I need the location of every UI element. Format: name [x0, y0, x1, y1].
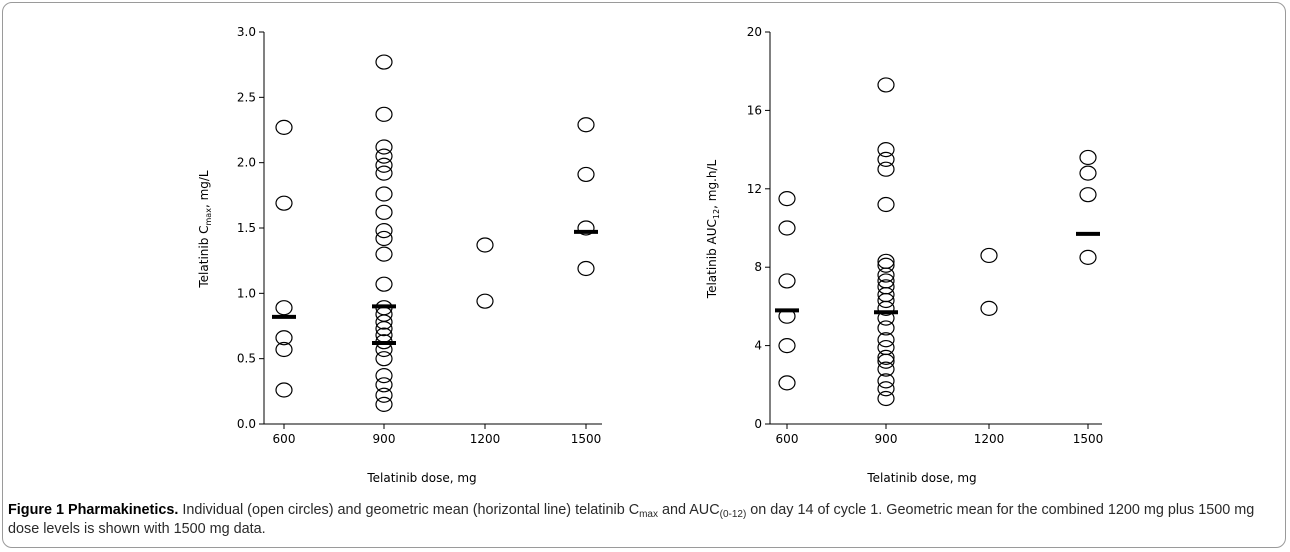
auc-y-tick-label: 12 [747, 182, 762, 196]
cmax-chart: 0.0 0.5 1.0 1.5 2.0 2.5 3.0 600 900 1200 1500 Tela… [197, 25, 602, 485]
auc-data-point [877, 373, 895, 389]
cmax-data-point [275, 300, 293, 316]
auc-data-point [877, 353, 895, 369]
auc-data-point [877, 300, 895, 316]
auc-y-axis-label: Telatinib AUC12, mg.h/L [705, 159, 721, 299]
figure-caption: Figure 1 Pharmakinetics. Individual (ope… [8, 501, 1283, 539]
cmax-data-point [375, 387, 393, 403]
auc-data-point [1079, 149, 1097, 166]
auc-data-point [877, 253, 895, 269]
auc-y-tick-label: 0 [754, 417, 762, 431]
auc-data-point [877, 161, 895, 177]
auc-x-tick-label: 600 [776, 432, 799, 446]
cmax-data-point [375, 148, 393, 164]
cmax-data-point [275, 382, 293, 398]
cmax-data-point [275, 330, 293, 346]
auc-y-tick-label: 8 [754, 260, 762, 274]
cmax-x-tick-label: 1200 [470, 432, 501, 446]
cmax-y-tick-label: 2.0 [237, 156, 256, 170]
auc-data-point [877, 77, 895, 93]
cmax-y-axis-label: Telatinib Cmax, mg/L [197, 170, 213, 289]
cmax-data-point [375, 351, 393, 367]
auc-data-point [877, 332, 895, 348]
auc-data-point [877, 292, 895, 309]
auc-x-axis-label: Telatinib dose, mg [866, 471, 976, 485]
auc-data-point [778, 220, 796, 236]
caption-text-2: and AUC [658, 502, 720, 518]
cmax-data-point [375, 314, 393, 330]
cmax-data-point [476, 237, 494, 253]
cmax-x-tick-label: 1500 [571, 432, 602, 446]
auc-data-point [877, 320, 895, 336]
auc-data-point [877, 151, 895, 167]
caption-text-3: on day 14 of cycle 1. Geometric mean for… [8, 502, 1255, 537]
auc-y-tick-label: 20 [747, 25, 762, 39]
auc-data-point [778, 375, 796, 391]
caption-text-1: Individual (open circles) and geometric … [178, 502, 640, 518]
cmax-data-point [375, 223, 393, 239]
cmax-y-tick-label: 1.5 [237, 221, 256, 235]
auc-data-point [877, 142, 895, 158]
caption-sub-max: max [639, 509, 658, 520]
auc-x-tick-label: 1500 [1073, 432, 1104, 446]
auc-data-point [877, 267, 895, 283]
cmax-x-tick-label: 600 [273, 432, 296, 446]
cmax-data-point [375, 276, 393, 292]
cmax-data-point [375, 204, 393, 220]
auc-data-point [980, 247, 998, 264]
auc-data-point [877, 257, 895, 273]
auc-data-point [877, 287, 895, 303]
cmax-data-point [275, 195, 293, 211]
cmax-y-tick-label: 3.0 [237, 25, 256, 39]
cmax-data-point [375, 157, 393, 173]
cmax-y-tick-label: 0.5 [237, 352, 256, 366]
cmax-data-point [275, 119, 293, 135]
auc-chart: 0 4 8 12 16 20 600 900 1200 1500 Telatinib AUC12,… [705, 25, 1104, 485]
cmax-data-point [577, 166, 595, 183]
cmax-data-point [577, 117, 595, 133]
cmax-data-point [375, 377, 393, 393]
auc-data-point [877, 361, 895, 377]
cmax-data-point [375, 368, 393, 384]
auc-data-point [877, 381, 895, 397]
auc-data-point [877, 390, 895, 407]
cmax-data-point [375, 54, 393, 70]
cmax-data-point [375, 321, 393, 337]
cmax-data-point [375, 186, 393, 202]
auc-data-point [778, 338, 796, 354]
auc-x-tick-label: 1200 [974, 432, 1005, 446]
cmax-y-tick-label: 0.0 [237, 417, 256, 431]
auc-data-point [877, 273, 895, 289]
cmax-data-point [375, 246, 393, 262]
cmax-data-point [375, 230, 393, 247]
cmax-data-point [375, 106, 393, 122]
auc-data-point [877, 349, 895, 365]
auc-data-point [778, 191, 796, 207]
cmax-data-point [375, 396, 393, 412]
cmax-data-point [577, 260, 595, 277]
cmax-x-tick-label: 900 [373, 432, 396, 446]
auc-data-point [778, 273, 796, 289]
cmax-data-point [375, 165, 393, 181]
cmax-data-point [476, 293, 494, 309]
cmax-x-axis-label: Telatinib dose, mg [366, 471, 476, 485]
cmax-data-point [275, 341, 293, 358]
auc-data-point [877, 196, 895, 213]
auc-data-point [1079, 249, 1097, 265]
auc-y-tick-label: 4 [754, 339, 762, 353]
auc-data-point [980, 300, 998, 316]
auc-data-point [1079, 165, 1097, 181]
cmax-data-point [375, 139, 393, 155]
auc-x-tick-label: 900 [875, 432, 898, 446]
caption-sub-range: (0-12) [719, 509, 747, 520]
cmax-y-tick-label: 1.0 [237, 286, 256, 300]
figure-label: Figure 1 Pharmakinetics. [8, 502, 179, 518]
auc-y-tick-label: 16 [747, 103, 762, 117]
cmax-y-tick-label: 2.5 [237, 90, 256, 104]
cmax-data-point [577, 220, 595, 236]
auc-data-point [1079, 187, 1097, 203]
